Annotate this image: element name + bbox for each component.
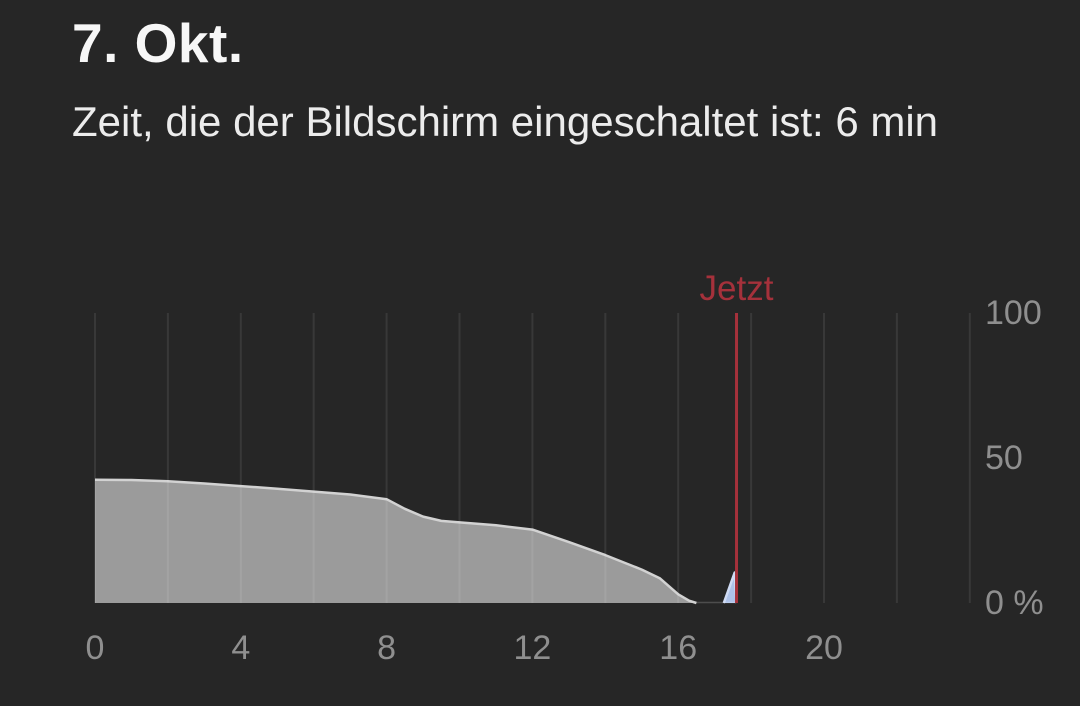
battery-level-edge: [94, 478, 697, 605]
screen-on-time-subtitle: Zeit, die der Bildschirm eingeschaltet i…: [72, 98, 939, 146]
x-axis-label: 4: [231, 629, 250, 667]
now-label: Jetzt: [700, 270, 774, 308]
date-title: 7. Okt.: [72, 12, 244, 74]
x-axis-label: 12: [513, 629, 551, 667]
x-axis-label: 16: [659, 629, 697, 667]
x-axis-label: 0: [86, 629, 105, 667]
battery-level-chart: Jetzt 0 4 8 12 16 20 100 50 0 %: [86, 270, 1044, 667]
x-axis-label: 8: [377, 629, 396, 667]
x-axis-label: 20: [805, 629, 843, 667]
y-axis-label: 0 %: [985, 584, 1044, 622]
chart-header: 7. Okt. Zeit, die der Bildschirm eingesc…: [72, 12, 1032, 153]
y-axis-label: 50: [985, 439, 1023, 477]
y-axis-label: 100: [985, 294, 1042, 332]
battery-level-area: [95, 479, 697, 603]
